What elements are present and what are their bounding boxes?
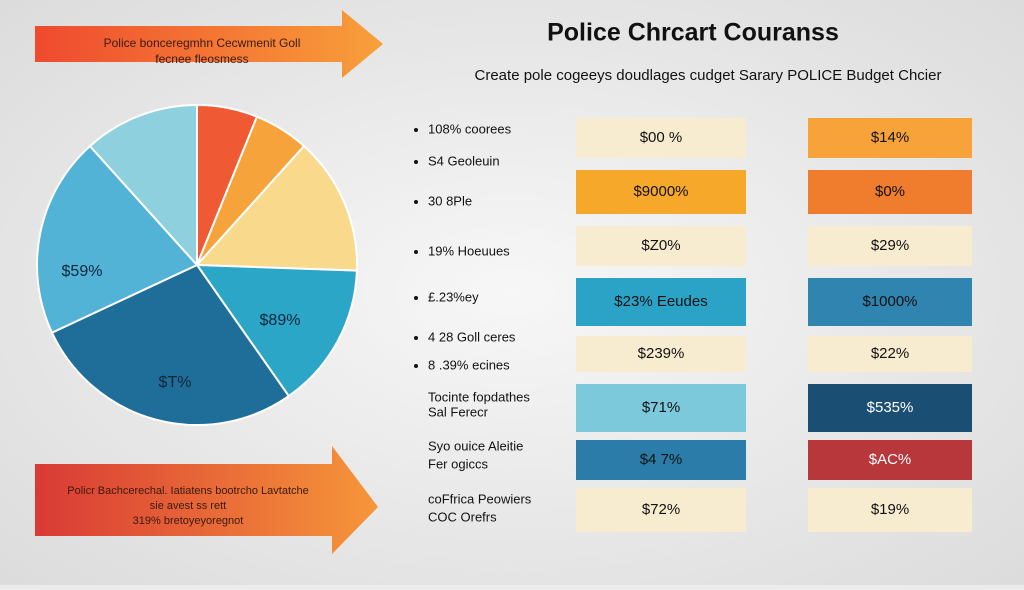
table-cell (808, 440, 972, 480)
table-cell (576, 336, 746, 372)
table-cell (576, 440, 746, 480)
list-item: Syo ouice Aleitie (428, 438, 523, 453)
cell-text: $19% (871, 501, 909, 518)
cell-text: $14% (871, 129, 909, 146)
list-item: COC Orefrs (428, 509, 497, 524)
content: Police bonceregmhn Cecwmenit Goll fecnee … (67, 36, 972, 532)
list-item: Tocinte fopdathes (428, 389, 530, 404)
table-cell (808, 488, 972, 532)
subtitle: Create pole cogeeys doudlages cudget Sar… (475, 67, 942, 84)
bullet (414, 364, 418, 368)
cell-text: $0% (875, 183, 905, 200)
table-cell (808, 336, 972, 372)
table-cell (576, 488, 746, 532)
list-item: 108% coorees (428, 121, 512, 136)
table-cell (576, 226, 746, 266)
cell-text: $Z0% (641, 237, 680, 254)
banner-text: 319% bretoyeyoregnot (133, 515, 244, 527)
cell-text: $1000% (862, 293, 917, 310)
cell-text: $239% (638, 345, 685, 362)
pie-slice (36, 144, 199, 334)
list-item: Sal Ferecr (428, 404, 489, 419)
cell-text: $535% (867, 399, 914, 416)
pie-slice (50, 263, 291, 426)
banner-text: Policr Bachcerechal. Iatiatens bootrcho … (67, 485, 309, 497)
table-cell (808, 170, 972, 214)
top-banner (35, 10, 383, 78)
bottom-banner (35, 446, 378, 554)
list-item: 30 8Ple (428, 193, 472, 208)
bullet (414, 336, 418, 340)
cell-text: $22% (871, 345, 909, 362)
cell-text: $AC% (869, 451, 912, 468)
cell-text: $72% (642, 501, 680, 518)
table-cell (808, 226, 972, 266)
pie-label: $T% (159, 374, 192, 391)
table-cell (576, 118, 746, 158)
bullet (414, 160, 418, 164)
list-item: Fer ogiccs (428, 456, 488, 471)
banner-text: fecnee fleosmess (155, 52, 248, 66)
pie: $59% $89% $T% (36, 103, 358, 426)
table-cell (576, 384, 746, 432)
bullet (414, 296, 418, 300)
banner-text: Police bonceregmhn Cecwmenit Goll (104, 36, 301, 50)
table-cell (808, 384, 972, 432)
list-item: 8 .39% ecines (428, 357, 510, 372)
list-item: £.23%ey (428, 289, 479, 304)
table-cell (808, 118, 972, 158)
list-item: coFfrica Peowiers (428, 491, 532, 506)
bullet (414, 128, 418, 132)
list-item: S4 Geoleuin (428, 153, 500, 168)
list-item: 4 28 Goll ceres (428, 329, 516, 344)
title: Police Chrcart Couranss (547, 19, 839, 47)
cell-text: $4 7% (640, 451, 683, 468)
pie-slice (194, 144, 358, 272)
cell-text: $23% Eeudes (614, 293, 707, 310)
bullet (414, 250, 418, 254)
table-cell (808, 278, 972, 326)
cell-text: $00 % (640, 129, 683, 146)
cell-text: $71% (642, 399, 680, 416)
cell-text: $9000% (633, 183, 688, 200)
list-item: 19% Hoeuues (428, 243, 510, 258)
cell-text: $29% (871, 237, 909, 254)
pie-label: $59% (62, 263, 103, 280)
bullet (414, 200, 418, 204)
table-cell (576, 170, 746, 214)
pie-slice (88, 103, 198, 268)
table-cell (576, 278, 746, 326)
pie-slice (195, 263, 358, 398)
pie-label: $89% (260, 312, 301, 329)
banner-text: sie avest ss rett (150, 500, 226, 512)
